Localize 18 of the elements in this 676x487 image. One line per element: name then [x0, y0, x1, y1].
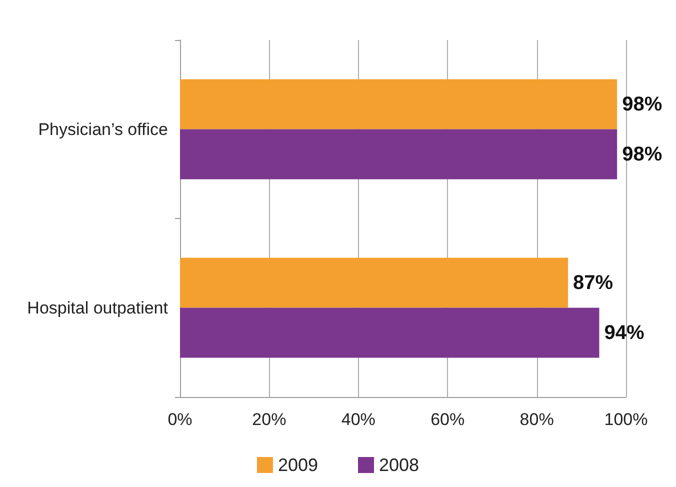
- data-label: 87%: [573, 272, 614, 294]
- bar: [180, 79, 618, 130]
- x-tick-label: 20%: [252, 410, 286, 429]
- y-tick-label: Physician’s office: [38, 120, 168, 139]
- bar: [180, 129, 618, 180]
- legend-label: 2008: [379, 455, 420, 475]
- y-tick-label: Hospital outpatient: [27, 298, 168, 318]
- data-label: 98%: [622, 143, 662, 166]
- bar: [180, 308, 600, 358]
- x-tick-label: 60%: [430, 410, 465, 429]
- x-tick-label: 80%: [520, 410, 554, 429]
- bar: [180, 258, 568, 308]
- data-label: 94%: [604, 322, 644, 344]
- x-tick-label: 100%: [604, 410, 648, 429]
- data-label: 98%: [622, 93, 662, 116]
- x-tick-label: 40%: [341, 410, 376, 429]
- x-tick-label: 0%: [168, 410, 192, 429]
- legend-label: 2009: [278, 455, 318, 475]
